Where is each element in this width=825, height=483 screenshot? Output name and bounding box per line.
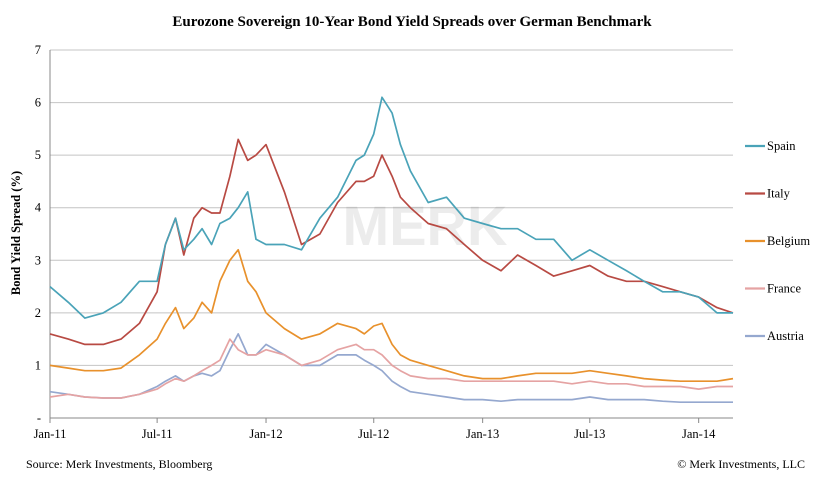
legend-label: Italy [767, 187, 791, 201]
series-line-france [49, 338, 733, 399]
y-tick-label: 2 [35, 306, 41, 320]
series-line-austria [49, 333, 733, 404]
y-axis-ticks: - 1 2 3 4 5 6 7 [35, 43, 42, 425]
copyright-note: © Merk Investments, LLC [677, 457, 805, 471]
y-axis-label: Bond Yield Spread (%) [9, 171, 23, 295]
y-tick-label: 6 [35, 96, 41, 110]
x-tick-label: Jul-12 [358, 427, 389, 441]
y-tick-label: - [37, 411, 41, 425]
y-tick-label: 7 [35, 43, 41, 57]
watermark: MERK [343, 194, 508, 257]
axes [49, 50, 733, 419]
y-tick-label: 1 [35, 358, 41, 372]
x-tick-label: Jan-13 [466, 427, 499, 441]
legend-label: Spain [767, 139, 796, 153]
gridlines [50, 49, 733, 366]
x-tick-label: Jul-11 [142, 427, 173, 441]
y-tick-label: 4 [35, 201, 42, 215]
series-line-spain [49, 96, 733, 319]
chart-title: Eurozone Sovereign 10-Year Bond Yield Sp… [172, 14, 652, 30]
series-group [49, 96, 734, 404]
legend-label: France [767, 282, 801, 296]
x-tick-label: Jan-12 [249, 427, 282, 441]
legend-label: Belgium [767, 234, 810, 248]
y-tick-label: 5 [35, 148, 41, 162]
x-tick-label: Jul-13 [574, 427, 605, 441]
x-tick-label: Jan-14 [682, 427, 716, 441]
legend-label: Austria [767, 329, 804, 343]
y-tick-label: 3 [35, 253, 41, 267]
source-note: Source: Merk Investments, Bloomberg [26, 457, 213, 471]
series-line-belgium [49, 248, 734, 383]
x-tick-label: Jan-11 [34, 427, 67, 441]
x-axis-ticks: Jan-11 Jul-11 Jan-12 Jul-12 Jan-13 Jul-13 Jan-… [34, 418, 716, 441]
legend: Spain Italy Belgium France Austria [745, 139, 810, 343]
